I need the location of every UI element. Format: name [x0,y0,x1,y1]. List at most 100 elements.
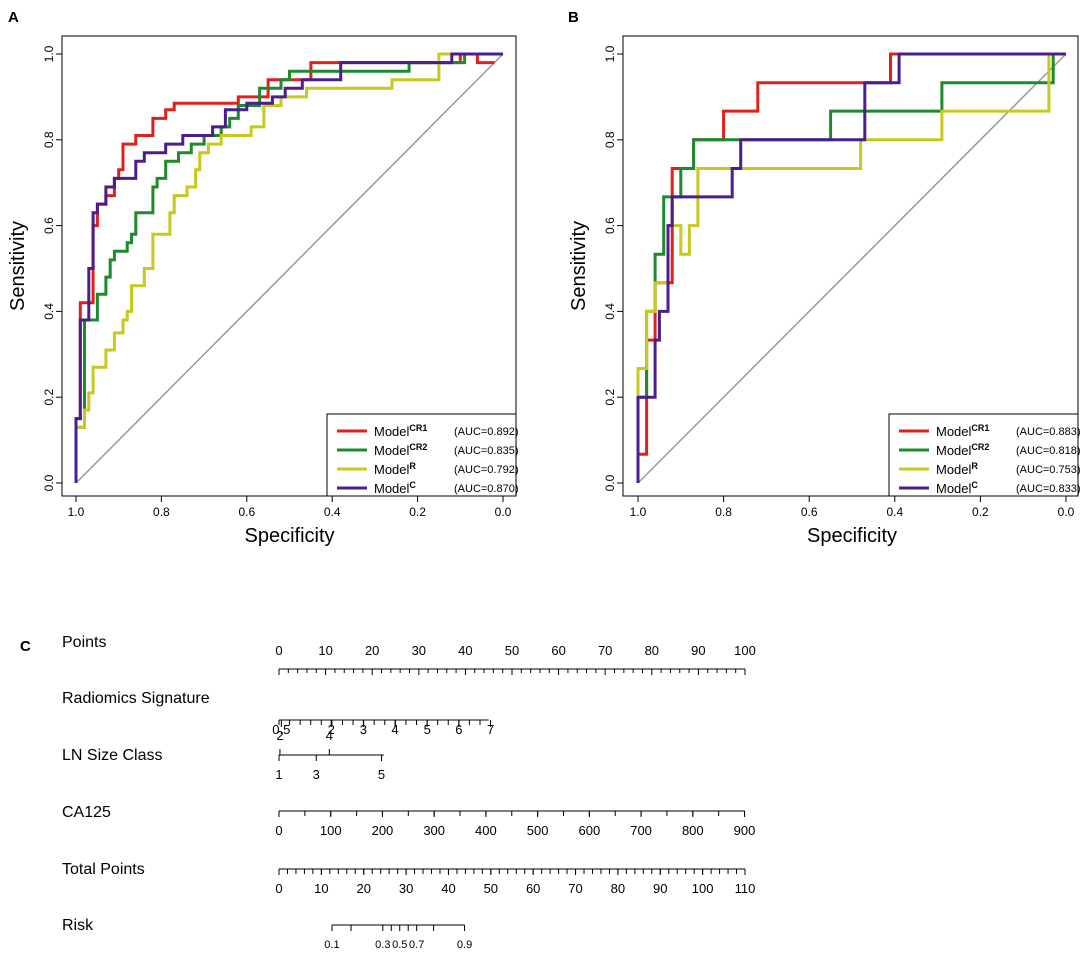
legend-label: ModelC [374,480,416,496]
nomogram-row-label-ca125: CA125 [62,804,111,821]
points-tick-label: 90 [691,643,705,658]
total-points-tick-label: 40 [441,881,455,896]
legend-superscript: CR2 [971,442,989,452]
radiomics-tick-label: 4 [391,722,398,737]
points-tick-label: 100 [734,643,756,658]
plot-frame [61,35,517,497]
legend-label: ModelR [936,461,978,477]
y-tick-label: 0.6 [42,217,56,234]
ca125-tick-label: 700 [630,823,652,838]
ca125-tick-label: 100 [320,823,342,838]
ca125-tick-label: 600 [579,823,601,838]
y-axis-title: Sensitivity [7,221,29,311]
legend-name: Model [936,424,972,439]
nomogram-row-label-radiomics: Radiomics Signature [62,690,210,707]
ln-size-lower-label: 1 [275,767,282,782]
legend-auc: (AUC=0.753) [1016,464,1081,476]
x-tick-label: 0.4 [886,505,903,519]
y-tick-label: 0.2 [603,389,617,406]
risk-tick-label: 0.7 [409,939,424,951]
points-tick-label: 20 [365,643,379,658]
ca125-tick-label: 300 [423,823,445,838]
x-tick-label: 0.2 [409,505,426,519]
legend-label: ModelCR1 [936,423,989,439]
y-tick-label: 0.4 [42,303,56,320]
panel-label-a: A [8,9,19,26]
nomogram-row-label-total: Total Points [62,861,145,878]
nomogram-row-label-points: Points [62,634,106,651]
ln-size-upper-label: 4 [326,728,333,743]
legend-superscript: CR1 [409,423,427,433]
legend-superscript: CR1 [971,423,989,433]
total-points-tick-label: 60 [526,881,540,896]
x-tick-label: 1.0 [630,505,647,519]
legend-auc: (AUC=0.892) [454,426,519,438]
total-points-tick-label: 100 [692,881,714,896]
reference-diagonal [75,53,504,484]
y-tick-label: 1.0 [603,45,617,62]
plot-frame [622,35,1079,497]
roc-curve-modelc [74,52,503,483]
roc-curve-modelc [636,52,1066,483]
y-tick-label: 0.0 [42,474,56,491]
x-tick-label: 0.8 [153,505,170,519]
x-tick-label: 0.0 [1058,505,1075,519]
y-tick-label: 1.0 [42,45,56,62]
points-tick-label: 40 [458,643,472,658]
ca125-tick-label: 0 [275,823,282,838]
nomogram-row-label-risk: Risk [62,917,94,934]
points-tick-label: 30 [412,643,426,658]
ln-size-lower-label: 5 [378,767,385,782]
legend-name: Model [374,424,410,439]
radiomics-tick-label: 6 [455,722,462,737]
legend-name: Model [936,462,972,477]
legend-superscript: R [971,461,978,471]
x-tick-label: 0.2 [972,505,989,519]
legend-name: Model [374,462,410,477]
points-tick-label: 50 [505,643,519,658]
radiomics-tick-label: 7 [487,722,494,737]
ca125-tick-label: 900 [734,823,756,838]
legend-superscript: C [409,480,416,490]
panel-label-c: C [20,638,31,655]
legend-label: ModelR [374,461,416,477]
legend-box [326,413,517,497]
ln-size-upper-label: 2 [276,728,283,743]
legend-auc: (AUC=0.792) [454,464,519,476]
legend-box [888,413,1079,497]
roc-curve-modelcr1 [74,52,495,483]
x-tick-label: 0.6 [801,505,818,519]
risk-tick-label: 0.1 [324,939,339,951]
total-points-tick-label: 90 [653,881,667,896]
points-tick-label: 10 [318,643,332,658]
x-tick-label: 0.6 [238,505,255,519]
risk-tick-label: 0.9 [457,939,472,951]
legend-auc: (AUC=0.883) [1016,426,1081,438]
total-points-tick-label: 80 [611,881,625,896]
legend-name: Model [374,481,410,496]
panel-label-b: B [568,9,579,26]
nomogram-c: Points 0 10 20 30 40 50 60 70 80 90 100 Radiomics Si… [62,634,756,951]
ca125-tick-label: 500 [527,823,549,838]
y-tick-label: 0.0 [603,474,617,491]
roc-curve-modelcr2 [74,52,503,483]
roc-chart-b: 1.0 0.8 0.6 0.4 0.2 0.0 0.0 0.2 0.4 0.6 0.8 1.0 Spec… [568,35,1081,547]
y-tick-label: 0.8 [603,131,617,148]
legend-auc: (AUC=0.870) [454,483,519,495]
roc-chart-a: 1.0 0.8 0.6 0.4 0.2 0.0 0.0 0.2 0.4 0.6 0.8 1.0 Spec… [7,35,519,547]
nomogram-row-label-ln_size: LN Size Class [62,747,162,764]
radiomics-tick-label: 3 [360,722,367,737]
x-axis-title: Specificity [244,525,334,547]
ln-size-lower-label: 3 [313,767,320,782]
x-tick-label: 0.0 [495,505,512,519]
ca125-tick-label: 800 [682,823,704,838]
total-points-tick-label: 70 [568,881,582,896]
x-tick-label: 0.4 [324,505,341,519]
legend-auc: (AUC=0.818) [1016,445,1081,457]
risk-tick-label: 0.5 [392,939,407,951]
y-tick-label: 0.6 [603,217,617,234]
points-tick-label: 60 [551,643,565,658]
legend-label: ModelCR1 [374,423,427,439]
x-axis-title: Specificity [807,525,897,547]
